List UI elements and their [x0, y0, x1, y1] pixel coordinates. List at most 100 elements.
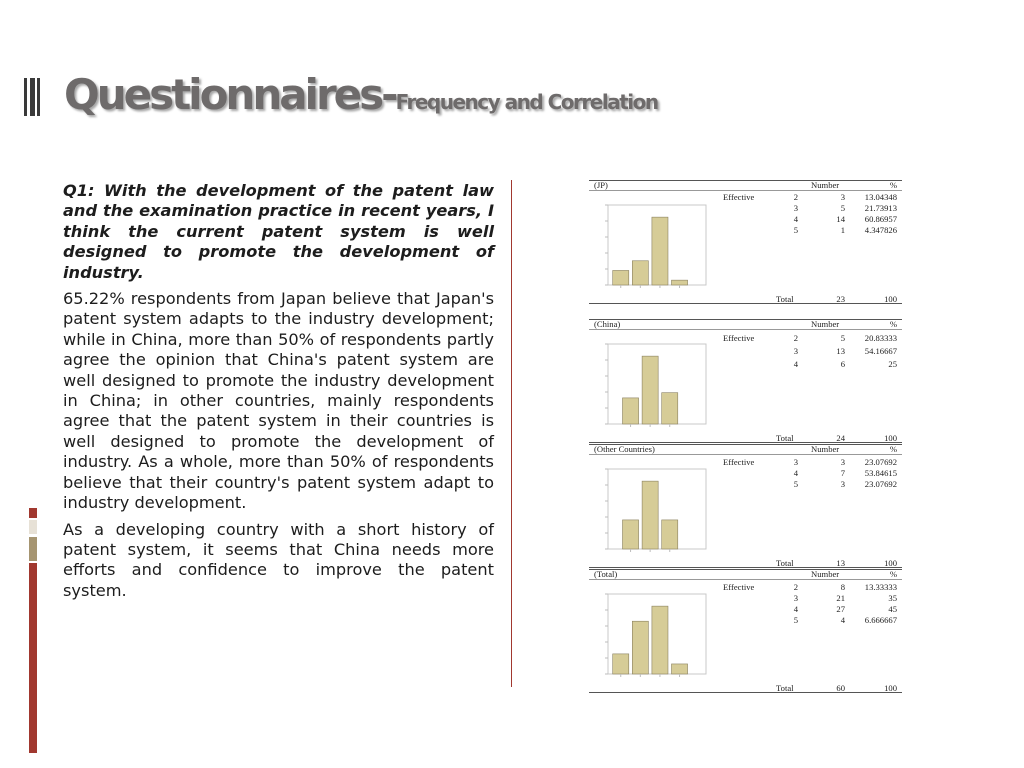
bar-3 — [622, 519, 639, 550]
table-cell: 21.73913 — [864, 203, 897, 213]
table-cell: 20.83333 — [864, 333, 897, 343]
table-cell: 3 — [793, 593, 798, 603]
bar-chart-other-countries — [605, 468, 707, 552]
table-cell: 35 — [888, 593, 897, 603]
title-decoration — [24, 78, 40, 116]
bar-2 — [622, 397, 639, 425]
stat-table-china: (China) Number % Effective 2 5 20.83333 … — [589, 319, 902, 443]
table-header-percent: % — [889, 319, 897, 329]
table-cell: 23.07692 — [864, 479, 897, 489]
table-cell: 4 — [793, 604, 798, 614]
table-cell: 13.33333 — [864, 582, 897, 592]
table-cell: 2 — [793, 582, 798, 592]
table-cell: 5 — [793, 225, 798, 235]
table-cell: 5 — [840, 333, 845, 343]
stat-table-other-countries: (Other Countries) Number % Effective 3 3… — [589, 444, 902, 568]
table-total-label: Total — [776, 294, 794, 304]
table-total-number: 23 — [836, 294, 845, 304]
table-cell: 6.666667 — [864, 615, 897, 625]
table-cell: 3 — [840, 479, 845, 489]
table-cell: 1 — [840, 225, 845, 235]
table-header-number: Number — [811, 319, 840, 329]
table-effective-label: Effective — [723, 582, 755, 592]
table-cell: 2 — [793, 333, 798, 343]
table-total-percent: 100 — [884, 294, 897, 304]
stat-table-jp: (JP) Number % Effective 2 3 13.04348 3 5… — [589, 180, 902, 304]
table-cell: 3 — [840, 457, 845, 467]
body-text: Q1: With the development of the patent l… — [63, 181, 494, 607]
accent-bar — [29, 508, 37, 518]
question-text: Q1: With the development of the patent l… — [63, 181, 494, 282]
bar-3 — [641, 355, 659, 425]
table-header-percent: % — [889, 569, 897, 579]
table-cell: 3 — [793, 457, 798, 467]
table-header-number: Number — [811, 444, 840, 454]
table-cell: 21 — [836, 593, 845, 603]
bar-4 — [651, 605, 669, 675]
table-cell: 5 — [793, 615, 798, 625]
bar-5 — [671, 279, 688, 286]
table-cell: 23.07692 — [864, 457, 897, 467]
bar-2 — [612, 653, 630, 675]
table-cell: 27 — [836, 604, 845, 614]
table-cell: 4 — [793, 359, 798, 369]
table-effective-label: Effective — [723, 333, 755, 343]
bar-chart-china — [605, 343, 707, 427]
bar-4 — [651, 216, 669, 286]
table-cell: 3 — [793, 203, 798, 213]
table-header-percent: % — [889, 180, 897, 190]
stat-table-total: (Total) Number % Effective 2 8 13.33333 … — [589, 569, 902, 693]
table-cell: 2 — [793, 192, 798, 202]
table-cell: 60.86957 — [864, 214, 897, 224]
table-group-label: (China) — [594, 319, 621, 329]
table-total-label: Total — [776, 683, 794, 693]
bar-3 — [632, 260, 649, 286]
table-total-number: 24 — [836, 433, 845, 443]
column-divider — [511, 180, 512, 687]
paragraph: As a developing country with a short his… — [63, 519, 494, 600]
table-cell: 13 — [836, 346, 845, 356]
bar-chart-total — [605, 593, 707, 677]
table-effective-label: Effective — [723, 192, 755, 202]
table-cell: 3 — [840, 192, 845, 202]
table-total-percent: 100 — [884, 558, 897, 568]
bar-4 — [661, 392, 679, 425]
table-cell: 53.84615 — [864, 468, 897, 478]
table-cell: 54.16667 — [864, 346, 897, 356]
table-cell: 3 — [793, 346, 798, 356]
paragraph: 65.22% respondents from Japan believe th… — [63, 289, 494, 513]
accent-bar — [29, 520, 37, 534]
bar-4 — [641, 480, 659, 550]
bar-2 — [612, 270, 630, 286]
table-cell: 6 — [840, 359, 845, 369]
table-cell: 14 — [836, 214, 845, 224]
table-cell: 4.347826 — [864, 225, 897, 235]
page-title: Questionnaires-Frequency and Correlation — [64, 70, 660, 119]
title-sub: Frequency and Correlation — [395, 90, 660, 114]
bar-5 — [671, 663, 688, 675]
table-total-percent: 100 — [884, 683, 897, 693]
table-cell: 4 — [793, 468, 798, 478]
bar-chart-jp — [605, 204, 707, 288]
title-main: Questionnaires- — [64, 70, 399, 119]
table-cell: 4 — [840, 615, 845, 625]
table-total-number: 60 — [836, 683, 845, 693]
table-group-label: (Total) — [594, 569, 618, 579]
accent-bar — [29, 563, 37, 753]
table-cell: 45 — [888, 604, 897, 614]
table-effective-label: Effective — [723, 457, 755, 467]
table-header-percent: % — [889, 444, 897, 454]
table-cell: 13.04348 — [864, 192, 897, 202]
table-total-percent: 100 — [884, 433, 897, 443]
table-total-label: Total — [776, 558, 794, 568]
table-cell: 5 — [840, 203, 845, 213]
table-header-number: Number — [811, 180, 840, 190]
table-total-label: Total — [776, 433, 794, 443]
table-cell: 25 — [888, 359, 897, 369]
table-cell: 8 — [840, 582, 845, 592]
table-cell: 5 — [793, 479, 798, 489]
table-group-label: (Other Countries) — [594, 444, 655, 454]
accent-bar — [29, 537, 37, 561]
table-total-number: 13 — [836, 558, 845, 568]
table-cell: 4 — [793, 214, 798, 224]
